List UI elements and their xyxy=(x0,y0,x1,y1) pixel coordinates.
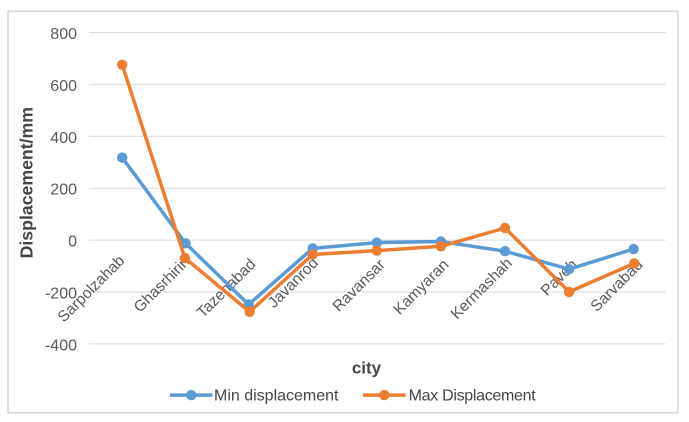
svg-text:200: 200 xyxy=(50,182,77,199)
svg-text:-400: -400 xyxy=(45,337,77,354)
svg-text:Displacement/mm: Displacement/mm xyxy=(17,107,37,258)
svg-text:city: city xyxy=(352,359,382,378)
svg-text:0: 0 xyxy=(68,234,77,251)
svg-text:Max Displacement: Max Displacement xyxy=(409,388,537,405)
svg-text:600: 600 xyxy=(50,78,77,95)
svg-text:400: 400 xyxy=(50,130,77,147)
svg-text:800: 800 xyxy=(50,26,77,43)
svg-text:-200: -200 xyxy=(45,286,77,303)
svg-text:Min displacement: Min displacement xyxy=(214,388,339,405)
